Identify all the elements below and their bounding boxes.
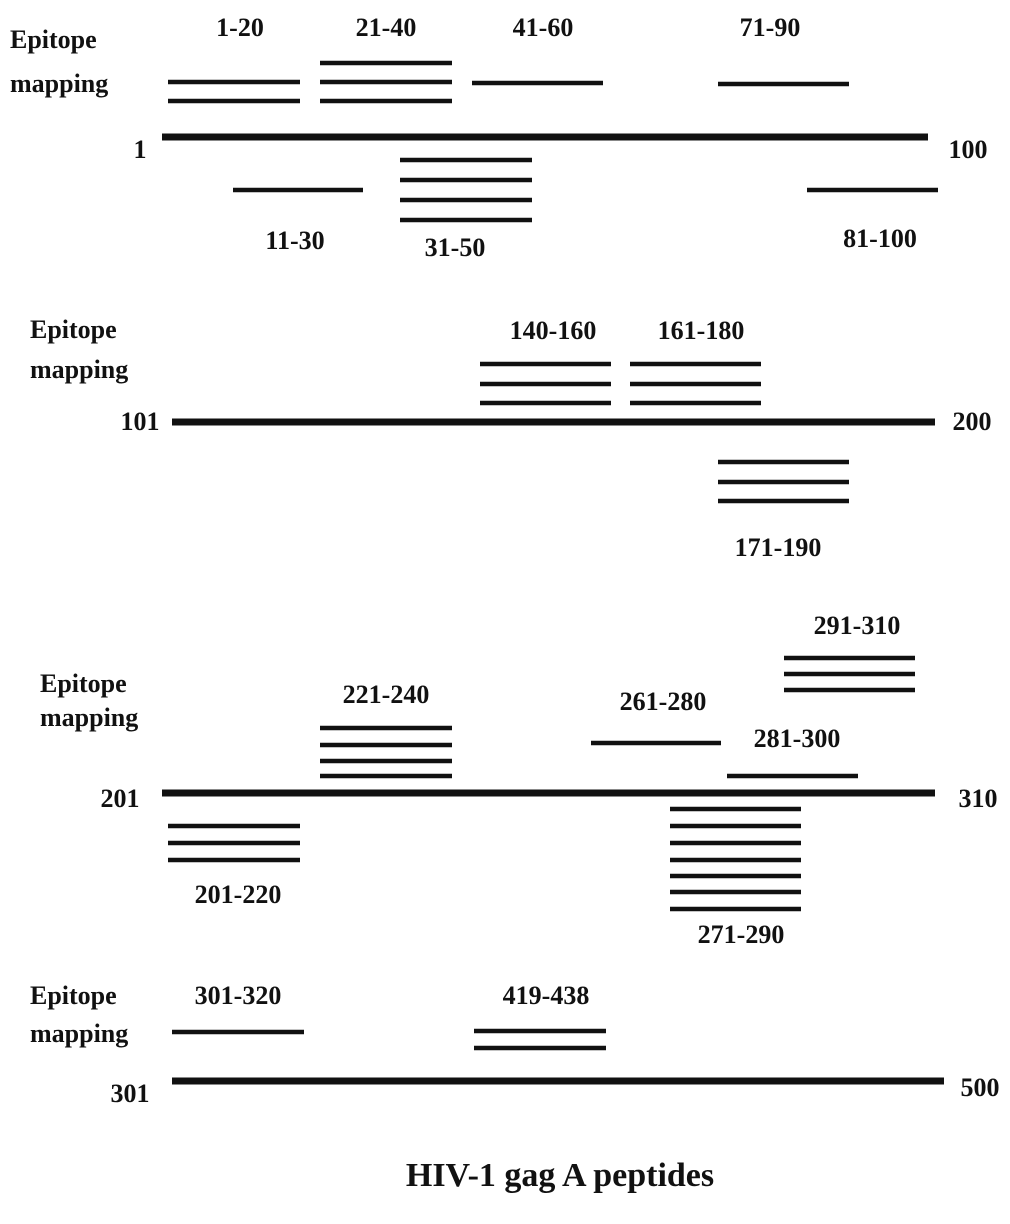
end-label: 500	[961, 1073, 1000, 1102]
peptide-label: 11-30	[265, 226, 324, 255]
panel-label: Epitope	[30, 315, 117, 344]
end-label: 200	[953, 407, 992, 436]
panel-label: mapping	[10, 69, 108, 98]
peptide-label: 261-280	[620, 687, 707, 716]
end-label: 310	[959, 784, 998, 813]
peptide-label: 271-290	[698, 920, 785, 949]
start-label: 201	[101, 784, 140, 813]
peptide-label: 31-50	[425, 233, 486, 262]
peptide-label: 291-310	[814, 611, 901, 640]
peptide-label: 419-438	[503, 981, 590, 1010]
panel-label: mapping	[40, 703, 138, 732]
start-label: 101	[121, 407, 160, 436]
peptide-label: 41-60	[513, 13, 574, 42]
peptide-label: 71-90	[740, 13, 801, 42]
peptide-label: 21-40	[356, 13, 417, 42]
peptide-label: 140-160	[510, 316, 597, 345]
peptide-label: 1-20	[216, 13, 264, 42]
peptide-label: 301-320	[195, 981, 282, 1010]
start-label: 1	[134, 135, 147, 164]
panel-label: Epitope	[30, 981, 117, 1010]
peptide-label: 171-190	[735, 533, 822, 562]
peptide-label: 81-100	[843, 224, 917, 253]
panel-label: Epitope	[40, 669, 127, 698]
panel-label: mapping	[30, 355, 128, 384]
panel-label: Epitope	[10, 25, 97, 54]
peptide-label: 281-300	[754, 724, 841, 753]
peptide-label: 201-220	[195, 880, 282, 909]
caption: HIV-1 gag A peptides	[406, 1157, 714, 1194]
peptide-label: 161-180	[658, 316, 745, 345]
panel-label: mapping	[30, 1019, 128, 1048]
peptide-label: 221-240	[343, 680, 430, 709]
start-label: 301	[111, 1079, 150, 1108]
end-label: 100	[949, 135, 988, 164]
